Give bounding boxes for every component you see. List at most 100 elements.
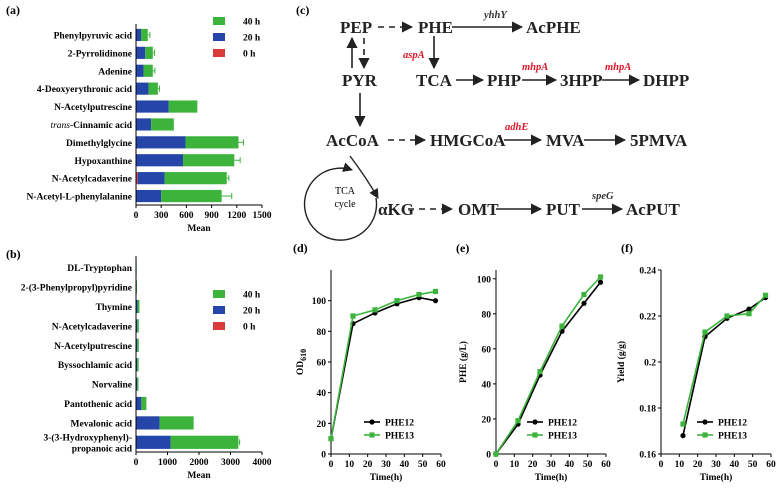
panel-letter: (f) bbox=[621, 241, 633, 255]
bar-40h bbox=[145, 47, 153, 59]
x-tick-label: 2000 bbox=[190, 458, 209, 468]
x-tick-label: 1200 bbox=[227, 211, 246, 221]
point-PHE13 bbox=[493, 451, 498, 456]
x-tick-label: 60 bbox=[601, 460, 611, 470]
legend-marker bbox=[702, 419, 707, 424]
row-label: N-Acetyl-L-phenylalanine bbox=[26, 193, 132, 203]
y-axis-label: OD610 bbox=[296, 349, 308, 375]
y-tick-label: 40 bbox=[482, 380, 492, 390]
bar-40h bbox=[137, 339, 139, 352]
y-tick-label: 0.22 bbox=[639, 313, 656, 323]
legend-swatch bbox=[213, 49, 225, 57]
bar-20h bbox=[136, 29, 141, 41]
legend-marker bbox=[702, 432, 707, 437]
y-tick-label: 20 bbox=[317, 420, 327, 430]
gene-label: mhpA bbox=[605, 62, 631, 73]
y-axis-label-main: Yield (g/g) bbox=[616, 341, 627, 383]
bar-40h bbox=[171, 436, 239, 449]
y-tick-label: 60 bbox=[317, 359, 327, 369]
x-tick-label: 50 bbox=[418, 460, 428, 470]
row-label-line2: propanoic acid bbox=[72, 444, 133, 454]
series-line-PHE12 bbox=[331, 298, 436, 439]
x-tick-label: 40 bbox=[400, 460, 410, 470]
row-label: Hypoxanthine bbox=[74, 157, 132, 167]
cycle-label-2: cycle bbox=[334, 199, 356, 210]
y-tick-label: 80 bbox=[482, 310, 492, 320]
x-tick-label: 30 bbox=[711, 460, 721, 470]
legend-label: PHE13 bbox=[718, 432, 747, 442]
y-tick-label: 80 bbox=[317, 328, 327, 338]
y-tick-label: 60 bbox=[482, 345, 492, 355]
gene-label: speG bbox=[591, 191, 614, 202]
x-tick-label: 1500 bbox=[253, 211, 272, 221]
x-tick-label: 50 bbox=[583, 460, 593, 470]
point-PHE13 bbox=[515, 418, 520, 423]
x-tick-label: 10 bbox=[675, 460, 685, 470]
legend-label: PHE13 bbox=[385, 432, 414, 442]
node-HMGCoA: HMGCoA bbox=[430, 131, 506, 150]
panel-letter: (a) bbox=[6, 3, 20, 17]
row-label: DL-Tryptophan bbox=[67, 264, 132, 274]
x-tick-label: 50 bbox=[748, 460, 758, 470]
y-axis-label: Yield (g/g) bbox=[616, 341, 627, 383]
gene-label: aspA bbox=[403, 50, 425, 61]
bar-20h bbox=[136, 416, 160, 429]
legend-label: 40 h bbox=[243, 18, 261, 28]
node-5PMVA: 5PMVA bbox=[630, 131, 688, 150]
cycle-label-1: TCA bbox=[335, 186, 356, 197]
x-tick-label: 0 bbox=[494, 460, 499, 470]
x-tick-label: 3000 bbox=[221, 458, 240, 468]
row-label-italic: trans bbox=[50, 121, 70, 131]
bar-20h bbox=[136, 190, 161, 202]
point-PHE13 bbox=[702, 330, 707, 335]
legend-marker bbox=[532, 419, 537, 424]
row-label: 3-(3-Hydroxyphenyl)- bbox=[44, 432, 133, 443]
bar-40h bbox=[141, 397, 146, 410]
y-tick-label: 40 bbox=[317, 389, 327, 399]
node-TCA: TCA bbox=[416, 71, 453, 90]
x-tick-label: 60 bbox=[436, 460, 446, 470]
bar-20h bbox=[136, 47, 145, 59]
bar-40h bbox=[186, 136, 239, 148]
x-tick-label: 0 bbox=[659, 460, 664, 470]
x-axis-label: Mean bbox=[187, 224, 211, 234]
panel-a: (a)Phenylpyruvic acid2-PyrrolidinoneAden… bbox=[6, 3, 272, 234]
y-axis-label-main: PHE (g/L) bbox=[458, 341, 469, 383]
node-MVA: MVA bbox=[546, 131, 585, 150]
series-line-PHE13 bbox=[331, 291, 436, 438]
x-axis-label: Time(h) bbox=[700, 472, 733, 483]
x-tick-label: 20 bbox=[693, 460, 703, 470]
legend-label: PHE13 bbox=[548, 432, 577, 442]
legend-label: 20 h bbox=[243, 34, 261, 44]
x-tick-label: 0 bbox=[134, 211, 139, 221]
point-PHE13 bbox=[394, 298, 399, 303]
bar-20h bbox=[138, 172, 165, 184]
row-label: N-Acetylputrescine bbox=[54, 103, 132, 113]
point-PHE13 bbox=[581, 292, 586, 297]
bar-40h bbox=[151, 118, 174, 130]
gene-label: yhhY bbox=[482, 10, 508, 21]
row-label: Norvaline bbox=[92, 381, 132, 391]
gene-label: adhE bbox=[505, 122, 528, 133]
row-label: 2-Pyrrolidinone bbox=[68, 49, 132, 59]
bar-20h bbox=[136, 136, 186, 148]
point-PHE13 bbox=[559, 323, 564, 328]
point-PHE13 bbox=[598, 274, 603, 279]
bar-40h bbox=[138, 300, 140, 313]
bar-20h bbox=[136, 100, 169, 112]
x-tick-label: 900 bbox=[204, 211, 219, 221]
bar-40h bbox=[149, 83, 158, 95]
legend-label: 0 h bbox=[243, 323, 256, 333]
point-PHE12 bbox=[680, 433, 685, 438]
y-tick-label: 0.16 bbox=[639, 451, 656, 461]
row-label: N-Acetylcadaverine bbox=[52, 175, 132, 185]
y-axis-label-main: OD bbox=[296, 361, 306, 375]
panel-letter: (e) bbox=[456, 241, 469, 255]
y-tick-label: 100 bbox=[312, 297, 327, 307]
row-label: 2-(3-Phenylpropyl)pyridine bbox=[21, 283, 132, 294]
legend-swatch bbox=[213, 17, 225, 25]
bar-40h bbox=[169, 100, 198, 112]
row-label: trans-Cinnamic acid bbox=[50, 121, 132, 131]
